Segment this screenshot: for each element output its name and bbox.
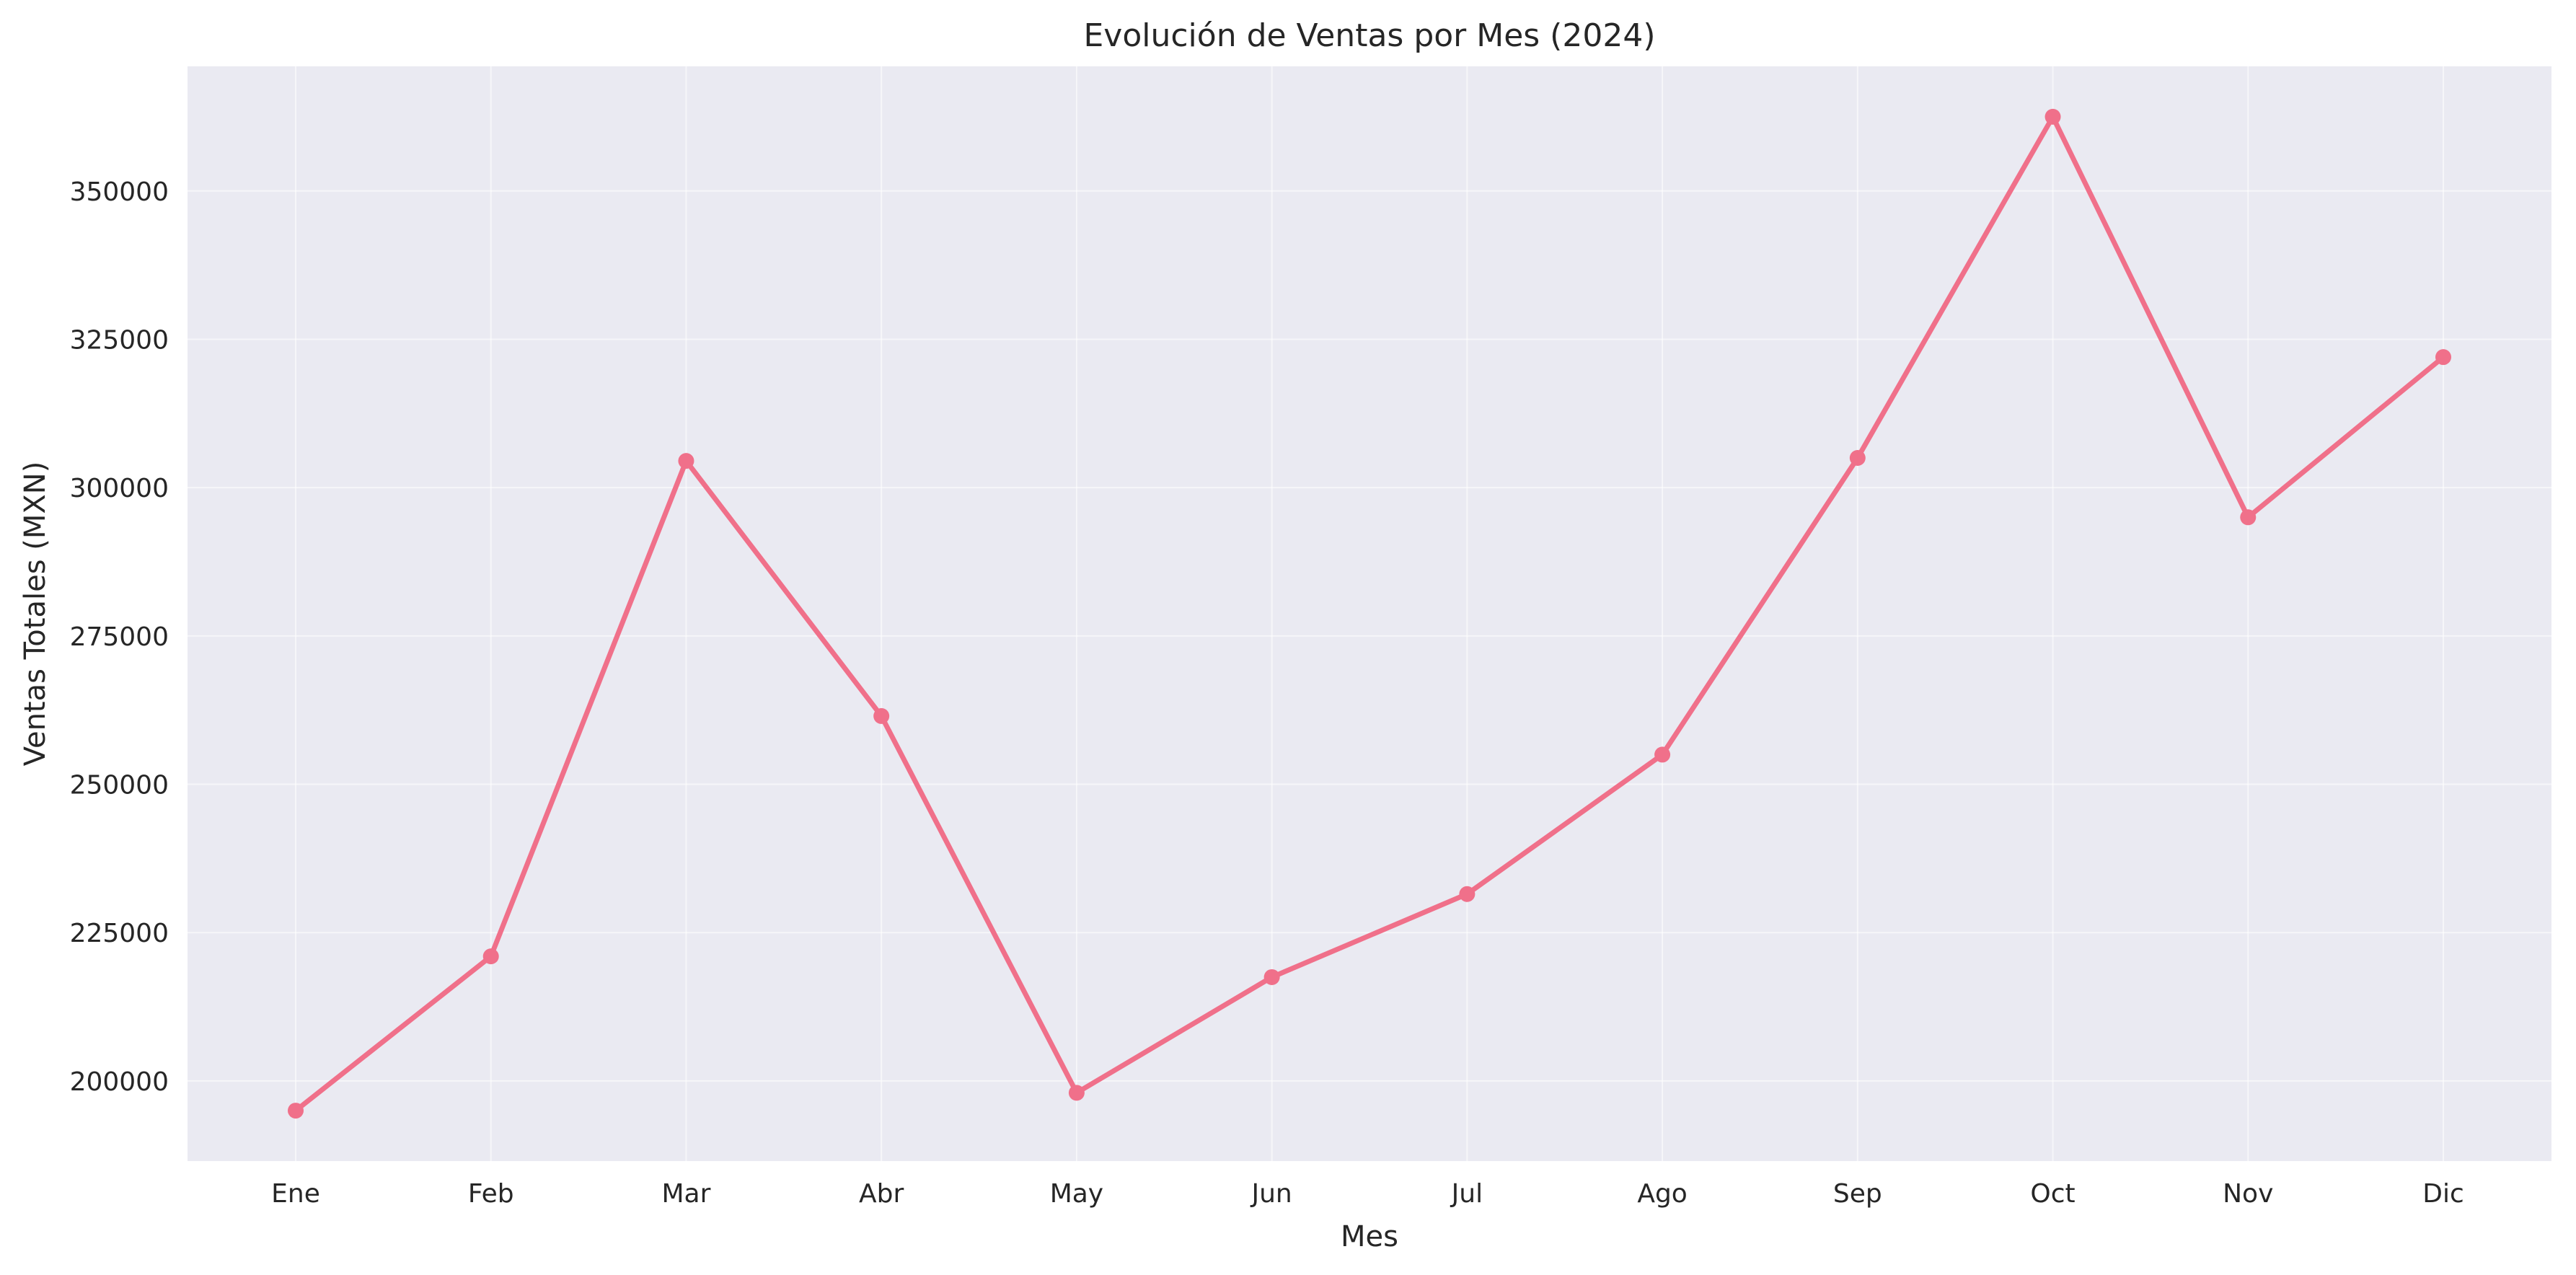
x-tick-label: Ago xyxy=(1637,1179,1688,1209)
x-tick-label: Mar xyxy=(661,1179,710,1209)
y-axis-label: Ventas Totales (MXN) xyxy=(19,462,52,767)
y-tick-label: 225000 xyxy=(70,919,169,948)
x-tick-labels: Ene Feb Mar Abr May Jun Jul Ago Sep Oct Nov Dic xyxy=(271,1179,2464,1209)
data-point xyxy=(1849,450,1866,467)
y-tick-label: 200000 xyxy=(70,1067,169,1097)
data-point xyxy=(288,1103,304,1119)
data-point xyxy=(2435,349,2451,366)
x-tick-label: Feb xyxy=(468,1179,514,1209)
x-tick-label: Oct xyxy=(2030,1179,2075,1209)
x-tick-label: Jun xyxy=(1250,1179,1292,1209)
data-point xyxy=(1068,1085,1085,1101)
x-tick-label: Ene xyxy=(271,1179,320,1209)
plot-background xyxy=(188,66,2551,1161)
x-gridlines xyxy=(295,66,2444,1161)
x-tick-label: Abr xyxy=(859,1179,904,1209)
y-tick-labels: 200000 225000 250000 275000 300000 325000 3500… xyxy=(70,177,169,1097)
data-point xyxy=(1654,746,1671,763)
data-point xyxy=(678,453,694,469)
data-point xyxy=(1459,886,1476,902)
data-point xyxy=(1263,969,1280,985)
chart-title: Evolución de Ventas por Mes (2024) xyxy=(1083,17,1655,54)
data-point xyxy=(2240,509,2257,526)
series-layer xyxy=(288,108,2451,1119)
x-tick-label: Jul xyxy=(1450,1179,1483,1209)
data-point xyxy=(873,707,890,724)
x-axis-label: Mes xyxy=(1341,1220,1398,1253)
data-point xyxy=(2045,108,2061,125)
y-tick-label: 250000 xyxy=(70,771,169,800)
y-gridlines xyxy=(188,190,2551,1082)
x-tick-label: May xyxy=(1050,1179,1103,1209)
x-tick-label: Nov xyxy=(2223,1179,2273,1209)
series-line xyxy=(293,114,2446,1113)
data-point xyxy=(482,948,499,965)
y-tick-label: 350000 xyxy=(70,177,169,207)
y-tick-label: 275000 xyxy=(70,622,169,652)
x-tick-label: Dic xyxy=(2422,1179,2464,1209)
y-tick-label: 325000 xyxy=(70,325,169,355)
x-tick-label: Sep xyxy=(1833,1179,1882,1209)
y-tick-label: 300000 xyxy=(70,474,169,503)
